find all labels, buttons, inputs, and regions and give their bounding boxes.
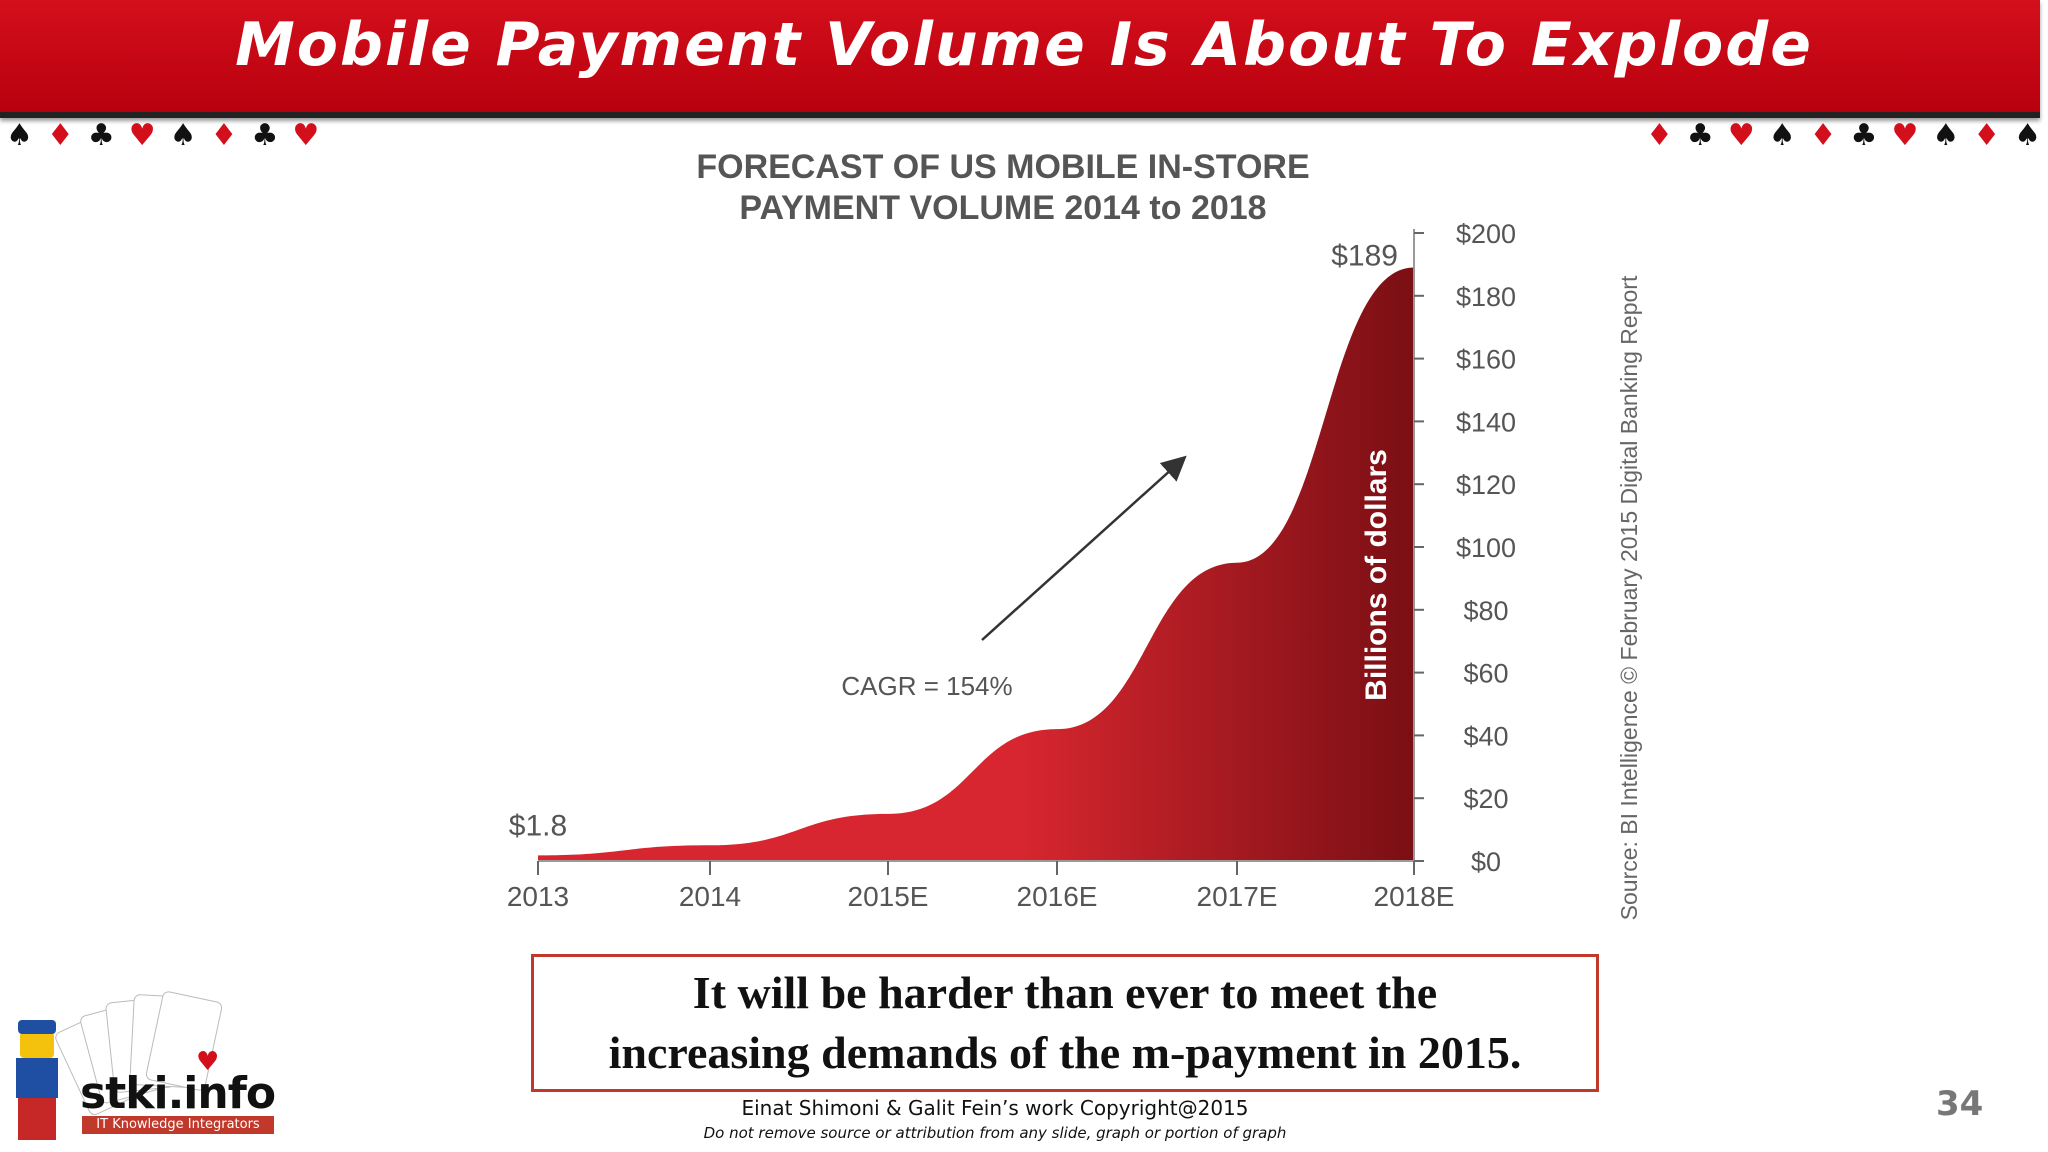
y-tick-label: $200 [1456,219,1516,249]
callout-line-2: increasing demands of the m-payment in 2… [608,1027,1522,1078]
y-tick-label: $120 [1456,470,1516,500]
card-suits-left-decoration: ♠♦♣♥♠♦♣♥ [6,118,334,153]
chart-title-line-2: PAYMENT VOLUME 2014 to 2018 [739,189,1266,227]
logo-tagline: IT Knowledge Integrators [82,1116,274,1134]
y-tick-label: $20 [1463,784,1508,814]
y-tick-label: $60 [1463,659,1508,689]
y-tick-label: $100 [1456,533,1516,563]
trend-arrow [981,455,1187,641]
chart-source: Source: BI Intelligence © February 2015 … [1616,275,1642,920]
y-tick-label: $140 [1456,407,1516,437]
x-tick-label: 2017E [1197,881,1278,912]
data-label-last: $189 [1331,240,1398,273]
x-axis-ticks: 2013 2014 2015E 2016E 2017E 2018E [507,861,1455,912]
cagr-annotation: CAGR = 154% [841,671,1012,701]
y-tick-label: $40 [1463,721,1508,751]
x-tick-label: 2013 [507,881,569,912]
y-tick-label: $0 [1471,847,1501,877]
callout-box: It will be harder than ever to meet the … [531,954,1599,1092]
callout-line-1: It will be harder than ever to meet the [692,967,1438,1018]
logo-name: stki.info [80,1068,276,1119]
x-tick-label: 2015E [848,881,929,912]
area-series [538,267,1414,861]
y-tick-label: $80 [1463,596,1508,626]
svg-text:♥: ♥ [196,1047,219,1077]
footer-notice: Do not remove source or attribution from… [703,1124,1287,1142]
x-tick-label: 2014 [679,881,741,912]
x-tick-label: 2018E [1374,881,1455,912]
y-tick-label: $160 [1456,345,1516,375]
title-bar [0,0,2040,118]
page-number: 34 [1936,1084,1984,1124]
slide-title: Mobile Payment Volume Is About To Explod… [235,10,1813,80]
chart-title-line-1: FORECAST OF US MOBILE IN-STORE [696,148,1309,186]
x-tick-label: 2016E [1017,881,1098,912]
playing-cards-logo-graphic: ♥ [16,991,223,1140]
card-suits-right-decoration: ♦♣♥♠♦♣♥♠♦♠ [1646,118,2048,153]
y-axis-label: Billions of dollars [1360,449,1393,701]
data-label-first: $1.8 [509,809,567,842]
y-tick-label: $180 [1456,282,1516,312]
footer-credit: Einat Shimoni & Galit Fein’s work Copyri… [741,1096,1249,1120]
y-axis-ticks: $0 $20 $40 $60 $80 $100 $120 $140 $160 $180 $200 [1414,219,1516,877]
